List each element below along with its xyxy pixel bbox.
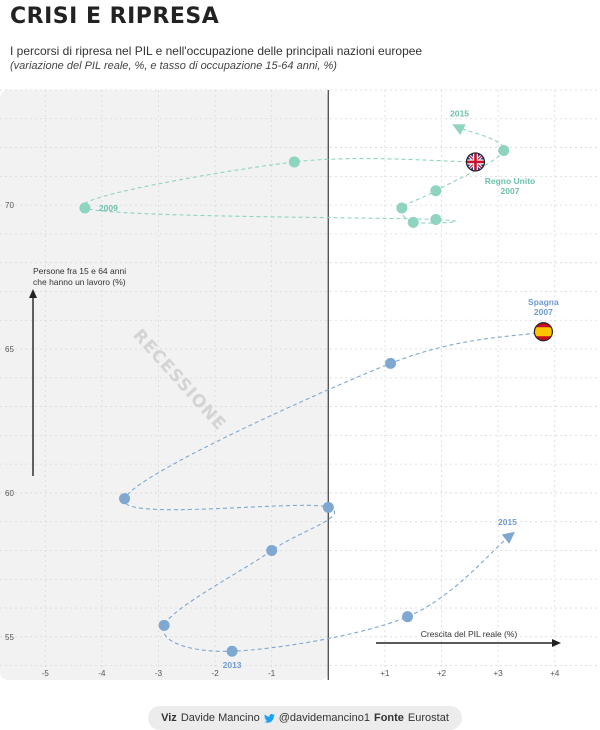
x-tick-label: -5 xyxy=(42,669,50,678)
viz-label: Viz xyxy=(161,712,177,724)
data-point-regno-unito xyxy=(396,202,408,214)
x-tick-label: -4 xyxy=(98,669,106,678)
scatter-chart: -5 -4 -3 -2 -1 +1 +2 +3 +455606570RECESSIONEPers… xyxy=(0,89,600,680)
data-point-spagna xyxy=(322,501,334,513)
chart-subtitle: I percorsi di ripresa nel PIL e nell'occ… xyxy=(10,44,423,58)
data-point-regno-unito xyxy=(498,144,510,156)
series-trough-label: 2013 xyxy=(223,660,242,670)
data-point-spagna xyxy=(402,611,414,623)
series-start-label: Regno Unito xyxy=(485,176,536,186)
x-tick-label: +3 xyxy=(494,669,504,678)
chart-units-note: (variazione del PIL reale, %, e tasso di… xyxy=(10,60,337,72)
data-point-spagna xyxy=(158,619,170,631)
twitter-bird-icon xyxy=(263,713,275,723)
data-point-regno-unito xyxy=(407,216,419,228)
spain-flag-icon xyxy=(533,322,553,342)
y-tick-label: 60 xyxy=(5,489,14,498)
y-axis-arrowhead xyxy=(29,289,37,298)
series-line-spagna xyxy=(123,331,544,652)
y-tick-label: 55 xyxy=(5,633,14,642)
viz-author: Davide Mancino xyxy=(180,712,260,724)
series-end-label: 2015 xyxy=(498,517,517,527)
series-end-arrowhead xyxy=(452,124,466,136)
x-tick-label: -2 xyxy=(212,669,220,678)
data-point-regno-unito xyxy=(430,214,442,226)
x-tick-label: -1 xyxy=(268,669,276,678)
series-end-label: 2015 xyxy=(450,108,469,118)
x-tick-label: +1 xyxy=(380,669,390,678)
series-start-year-label: 2007 xyxy=(501,186,520,196)
chart-title: CRISI E RIPRESA xyxy=(10,4,220,29)
series-end-arrow-spagna xyxy=(501,531,515,544)
x-axis-arrowhead xyxy=(552,639,561,647)
series-end-arrowhead xyxy=(501,531,515,544)
data-point-regno-unito xyxy=(430,185,442,197)
data-point-spagna xyxy=(266,544,278,556)
data-point-spagna xyxy=(385,357,397,369)
y-tick-label: 70 xyxy=(5,201,14,210)
x-tick-label: +2 xyxy=(437,669,447,678)
x-tick-label: -3 xyxy=(155,669,163,678)
credits-bar: Viz Davide Mancino @davidemancino1 Fonte… xyxy=(148,706,462,730)
twitter-handle: @davidemancino1 xyxy=(278,712,370,724)
y-tick-label: 65 xyxy=(5,345,14,354)
data-point-spagna xyxy=(226,645,238,657)
uk-flag-icon xyxy=(465,152,486,172)
source-name: Eurostat xyxy=(407,712,449,724)
series-start-year-label: 2007 xyxy=(534,307,553,317)
series-start-label: Spagna xyxy=(528,297,559,307)
series-trough-label: 2009 xyxy=(99,203,118,213)
x-axis-label: Crescita del PIL reale (%) xyxy=(421,629,518,639)
series-line-regno-unito xyxy=(82,126,505,224)
source-label: Fonte xyxy=(373,712,404,724)
data-point-regno-unito xyxy=(288,156,300,168)
series-end-arrow-regno-unito xyxy=(452,124,466,136)
y-axis-label: che hanno un lavoro (%) xyxy=(33,277,126,287)
x-tick-label: +4 xyxy=(550,669,560,678)
data-point-regno-unito xyxy=(79,202,91,214)
data-point-spagna xyxy=(119,493,131,505)
recession-band xyxy=(0,90,329,680)
y-axis-label: Persone fra 15 e 64 anni xyxy=(33,266,126,276)
